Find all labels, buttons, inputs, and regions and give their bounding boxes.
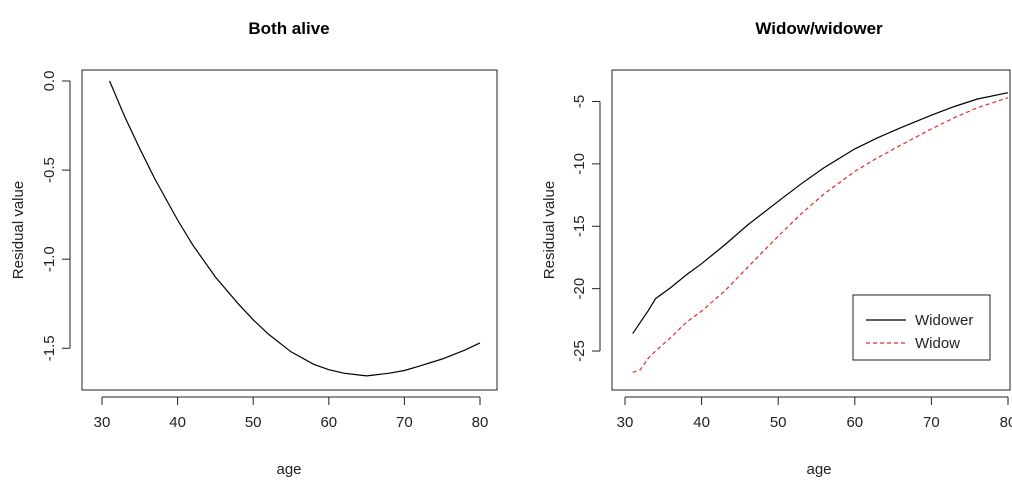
series-group — [109, 80, 481, 377]
plot-frame — [611, 69, 1011, 391]
x-tick-label: 60 — [846, 414, 863, 431]
x-tick-label: 80 — [472, 414, 489, 431]
series-group — [632, 92, 1009, 373]
y-tick-label: -5 — [571, 95, 588, 108]
panel-widow-widower: Widow/widower 30 40 50 60 70 80 -5 -10 -15 -20 -2… — [541, 19, 1012, 478]
legend-box — [852, 294, 991, 361]
y-tick-label: -10 — [571, 153, 588, 175]
legend: Widower Widow — [852, 294, 991, 361]
chart-title: Both alive — [248, 19, 329, 38]
y-axis: 0.0 -0.5 -1.0 -1.5 — [41, 71, 71, 361]
x-axis-label: age — [276, 461, 301, 478]
y-axis-label: Residual value — [541, 181, 558, 279]
y-tick-label: -25 — [571, 340, 588, 362]
y-tick-label: -15 — [571, 215, 588, 237]
x-tick-label: 70 — [923, 414, 940, 431]
x-tick-label: 30 — [617, 414, 634, 431]
series-line-widow — [632, 97, 1009, 373]
y-tick-label: -0.5 — [41, 157, 58, 183]
y-tick-label: -1.0 — [41, 246, 58, 272]
x-tick-label: 30 — [94, 414, 111, 431]
y-tick-label: -20 — [571, 278, 588, 300]
panel-both-alive: Both alive 30 40 50 60 70 80 0.0-0.5-1.0-1.5 … — [10, 19, 498, 478]
y-tick-label: 0.0 — [41, 71, 58, 92]
legend-label-widow: Widow — [915, 335, 960, 352]
x-tick-label: 50 — [245, 414, 262, 431]
x-tick-label: 60 — [320, 414, 337, 431]
series-line — [109, 80, 481, 377]
y-axis-label: Residual value — [10, 181, 27, 279]
chart-title: Widow/widower — [755, 19, 883, 38]
x-axis-label: age — [806, 461, 831, 478]
x-tick-label: 40 — [169, 414, 186, 431]
legend-label-widower: Widower — [915, 312, 973, 329]
plot-frame — [81, 69, 498, 391]
y-tick-label: -1.5 — [41, 335, 58, 361]
x-tick-label: 80 — [1000, 414, 1012, 431]
series-line-widower — [632, 92, 1009, 334]
x-tick-label: 50 — [770, 414, 787, 431]
x-axis: 30 40 50 60 70 80 — [617, 396, 1012, 431]
x-axis: 30 40 50 60 70 80 — [94, 396, 489, 431]
x-tick-label: 70 — [396, 414, 413, 431]
y-axis: -5 -10 -15 -20 -25 — [571, 95, 601, 362]
x-tick-label: 40 — [693, 414, 710, 431]
